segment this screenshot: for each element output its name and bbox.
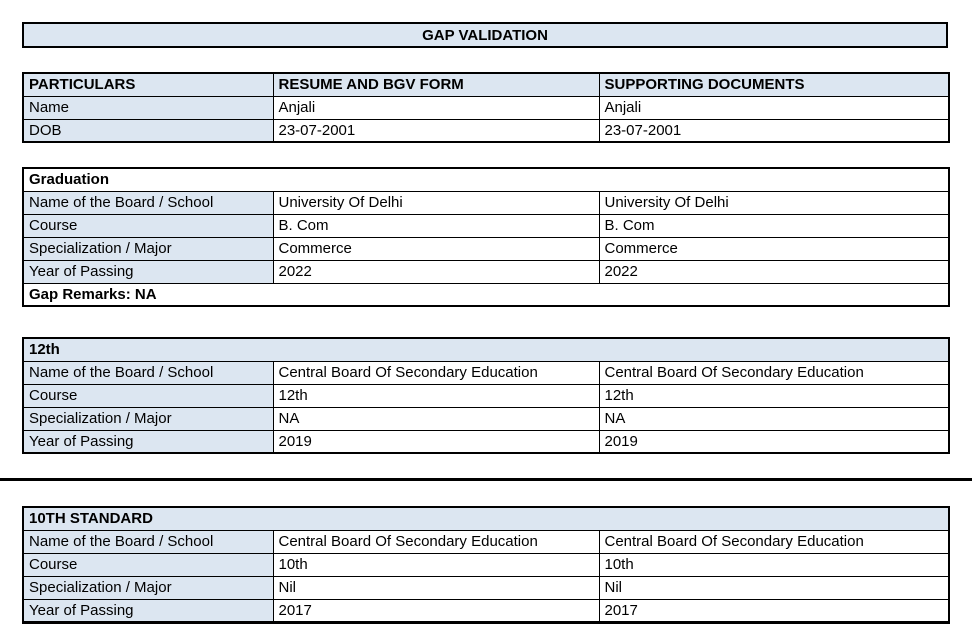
field-value-course-supporting: 10th	[598, 552, 950, 577]
field-value-year-supporting: 2019	[598, 429, 950, 454]
table-row: Course B. Com B. Com	[22, 213, 950, 238]
section-title-graduation: Graduation	[22, 167, 950, 192]
table-row: Name of the Board / School Central Board…	[22, 360, 950, 385]
field-value-course-resume: 12th	[272, 383, 600, 408]
field-value-specialization-resume: NA	[272, 406, 600, 431]
table-row: Name Anjali Anjali	[22, 95, 950, 120]
field-value-board-resume: University Of Delhi	[272, 190, 600, 215]
field-value-course-resume: B. Com	[272, 213, 600, 238]
column-header-resume: RESUME AND BGV FORM	[272, 72, 600, 97]
field-label-specialization: Specialization / Major	[22, 406, 274, 431]
field-label-course: Course	[22, 213, 274, 238]
table-row: Specialization / Major Nil Nil	[22, 575, 950, 600]
particulars-header-row: PARTICULARS RESUME AND BGV FORM SUPPORTI…	[22, 72, 950, 97]
field-label-year: Year of Passing	[22, 259, 274, 284]
field-label-name: Name	[22, 95, 274, 120]
field-value-dob-supporting: 23-07-2001	[598, 118, 950, 143]
table-row: Year of Passing 2019 2019	[22, 429, 950, 454]
gap-remarks: Gap Remarks: NA	[22, 282, 950, 307]
section-title-10th: 10TH STANDARD	[22, 506, 950, 531]
section-title-row: Graduation	[22, 167, 950, 192]
field-label-dob: DOB	[22, 118, 274, 143]
field-value-name-resume: Anjali	[272, 95, 600, 120]
graduation-table: Graduation Name of the Board / School Un…	[22, 167, 950, 307]
column-header-particulars: PARTICULARS	[22, 72, 274, 97]
field-value-specialization-resume: Nil	[272, 575, 600, 600]
page-title: GAP VALIDATION	[22, 22, 948, 48]
field-value-year-supporting: 2022	[598, 259, 950, 284]
field-value-board-resume: Central Board Of Secondary Education	[272, 529, 600, 554]
table-row: Course 10th 10th	[22, 552, 950, 577]
field-label-board: Name of the Board / School	[22, 529, 274, 554]
table-row: Name of the Board / School University Of…	[22, 190, 950, 215]
table-row: Name of the Board / School Central Board…	[22, 529, 950, 554]
field-value-course-supporting: B. Com	[598, 213, 950, 238]
field-value-board-supporting: Central Board Of Secondary Education	[598, 529, 950, 554]
field-label-course: Course	[22, 552, 274, 577]
field-label-course: Course	[22, 383, 274, 408]
column-header-supporting: SUPPORTING DOCUMENTS	[598, 72, 950, 97]
field-label-specialization: Specialization / Major	[22, 236, 274, 261]
field-value-year-resume: 2017	[272, 598, 600, 623]
field-value-specialization-supporting: NA	[598, 406, 950, 431]
field-value-year-resume: 2019	[272, 429, 600, 454]
field-value-course-supporting: 12th	[598, 383, 950, 408]
table-row: Year of Passing 2022 2022	[22, 259, 950, 284]
field-label-specialization: Specialization / Major	[22, 575, 274, 600]
gap-remarks-row: Gap Remarks: NA	[22, 282, 950, 307]
section-title-12th: 12th	[22, 337, 950, 362]
field-label-board: Name of the Board / School	[22, 190, 274, 215]
field-label-board: Name of the Board / School	[22, 360, 274, 385]
section-divider-rule	[0, 478, 972, 481]
twelfth-table: 12th Name of the Board / School Central …	[22, 337, 950, 454]
tenth-table: 10TH STANDARD Name of the Board / School…	[22, 506, 951, 624]
field-value-specialization-supporting: Nil	[598, 575, 950, 600]
table-row: Course 12th 12th	[22, 383, 950, 408]
field-label-year: Year of Passing	[22, 598, 274, 623]
field-value-course-resume: 10th	[272, 552, 600, 577]
field-value-year-supporting: 2017	[598, 598, 950, 623]
field-value-dob-resume: 23-07-2001	[272, 118, 600, 143]
field-label-year: Year of Passing	[22, 429, 274, 454]
field-value-name-supporting: Anjali	[598, 95, 950, 120]
section-title-row: 12th	[22, 337, 950, 362]
table-row: DOB 23-07-2001 23-07-2001	[22, 118, 950, 143]
field-value-board-supporting: Central Board Of Secondary Education	[598, 360, 950, 385]
table-row: Specialization / Major NA NA	[22, 406, 950, 431]
table-row: Year of Passing 2017 2017	[22, 598, 950, 623]
field-value-specialization-supporting: Commerce	[598, 236, 950, 261]
field-value-specialization-resume: Commerce	[272, 236, 600, 261]
field-value-year-resume: 2022	[272, 259, 600, 284]
field-value-board-resume: Central Board Of Secondary Education	[272, 360, 600, 385]
section-title-row: 10TH STANDARD	[22, 506, 950, 531]
particulars-table: PARTICULARS RESUME AND BGV FORM SUPPORTI…	[22, 72, 950, 143]
field-value-board-supporting: University Of Delhi	[598, 190, 950, 215]
table-row: Specialization / Major Commerce Commerce	[22, 236, 950, 261]
